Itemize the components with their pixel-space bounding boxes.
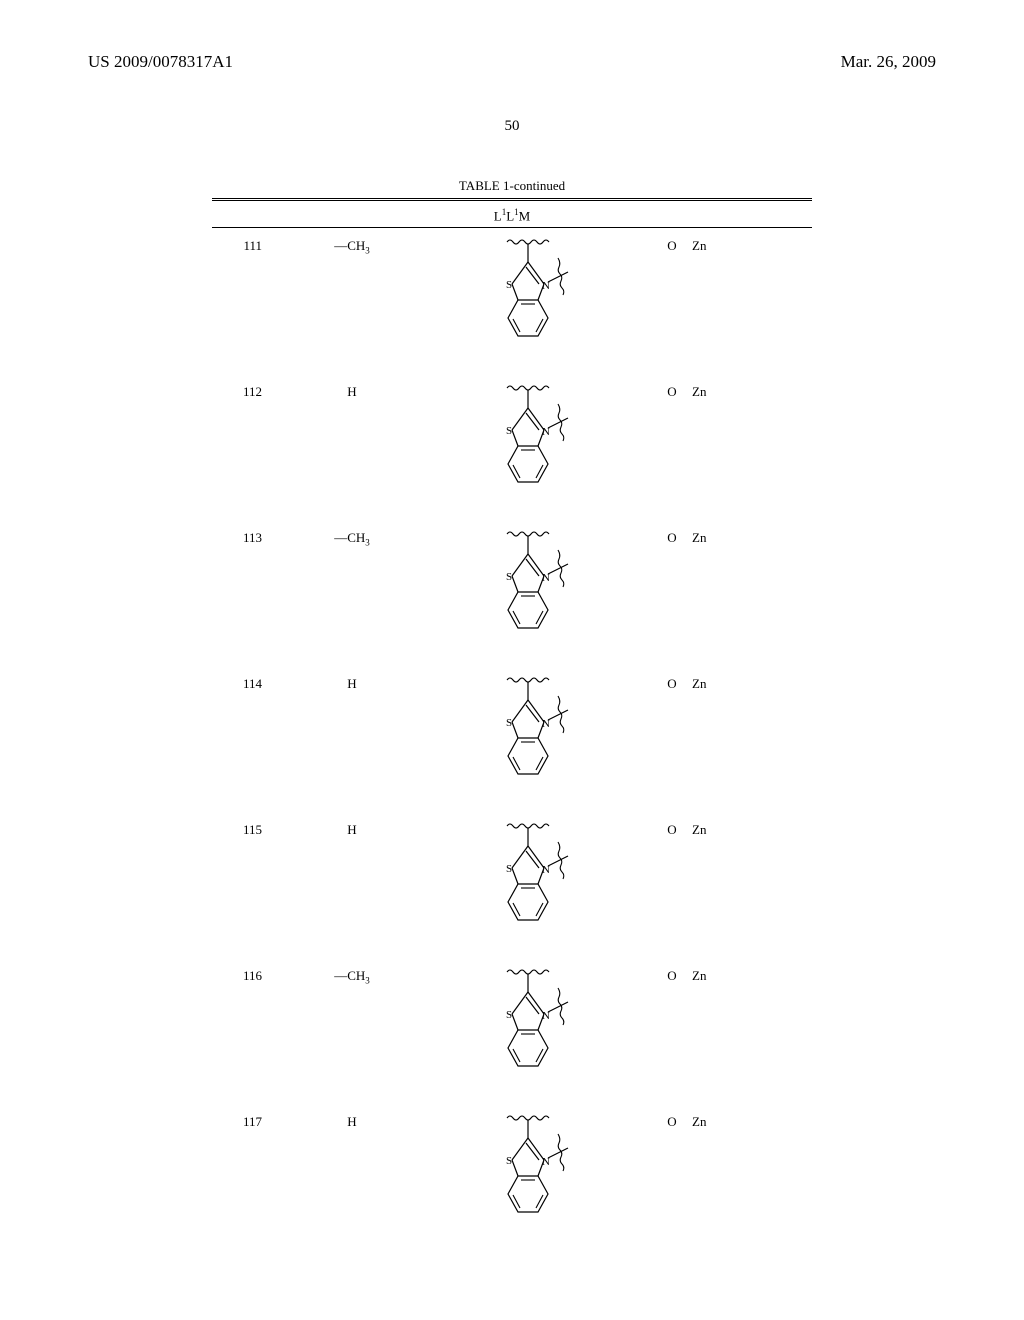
- table-header-formula: L1L1M: [212, 205, 812, 226]
- row-metal: Zn: [692, 378, 742, 400]
- row-linker: O: [652, 524, 692, 546]
- row-structure: [422, 232, 652, 354]
- row-structure: [422, 524, 652, 646]
- row-metal: Zn: [692, 524, 742, 546]
- table-caption: TABLE 1-continued: [212, 178, 812, 194]
- row-structure: [422, 962, 652, 1084]
- row-metal: Zn: [692, 962, 742, 984]
- table-row: 115H OZn: [212, 816, 812, 962]
- row-metal: Zn: [692, 816, 742, 838]
- row-metal: Zn: [692, 232, 742, 254]
- page-number: 50: [0, 118, 1024, 135]
- patent-number: US 2009/0078317A1: [88, 52, 233, 72]
- row-index: 113: [212, 524, 282, 546]
- row-r-group: H: [282, 816, 422, 838]
- row-r-group: —CH3: [282, 524, 422, 548]
- table-row: 111—CH3 OZn: [212, 232, 812, 378]
- row-r-group: —CH3: [282, 962, 422, 986]
- row-metal: Zn: [692, 670, 742, 692]
- row-index: 114: [212, 670, 282, 692]
- page-header: US 2009/0078317A1 Mar. 26, 2009: [0, 52, 1024, 72]
- row-linker: O: [652, 670, 692, 692]
- row-r-group: —CH3: [282, 232, 422, 256]
- table-row: 113—CH3 OZn: [212, 524, 812, 670]
- row-index: 115: [212, 816, 282, 838]
- row-linker: O: [652, 1108, 692, 1130]
- row-index: 117: [212, 1108, 282, 1130]
- row-structure: [422, 670, 652, 792]
- row-r-group: H: [282, 670, 422, 692]
- table-rule-thin: [212, 200, 812, 201]
- table-rule-top: [212, 198, 812, 199]
- row-r-group: H: [282, 1108, 422, 1130]
- row-metal: Zn: [692, 1108, 742, 1130]
- row-linker: O: [652, 816, 692, 838]
- row-linker: O: [652, 962, 692, 984]
- table-1-continued: TABLE 1-continued L1L1M 111—CH3OZn112HOZ…: [212, 178, 812, 1254]
- table-row: 114H OZn: [212, 670, 812, 816]
- row-linker: O: [652, 378, 692, 400]
- page-date: Mar. 26, 2009: [841, 52, 936, 72]
- row-index: 111: [212, 232, 282, 254]
- table-row: 112H OZn: [212, 378, 812, 524]
- row-structure: [422, 816, 652, 938]
- row-linker: O: [652, 232, 692, 254]
- table-rule-under-header: [212, 227, 812, 228]
- table-row: 116—CH3 OZn: [212, 962, 812, 1108]
- table-row: 117H OZn: [212, 1108, 812, 1254]
- row-index: 116: [212, 962, 282, 984]
- row-r-group: H: [282, 378, 422, 400]
- row-structure: [422, 378, 652, 500]
- row-structure: [422, 1108, 652, 1230]
- row-index: 112: [212, 378, 282, 400]
